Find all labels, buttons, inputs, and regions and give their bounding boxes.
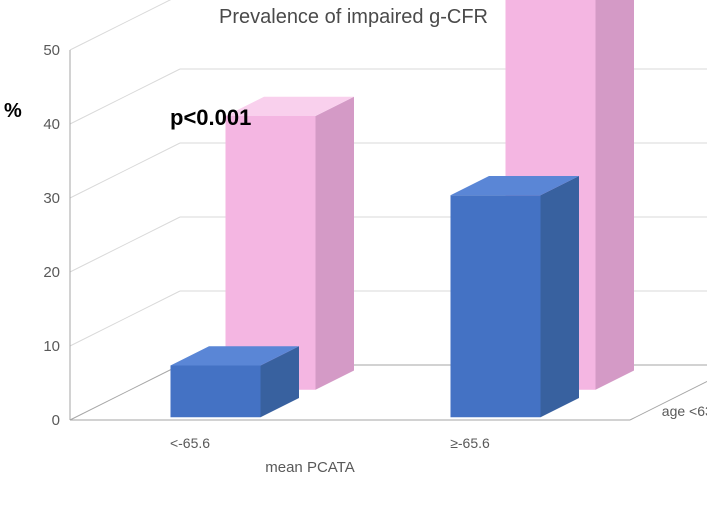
bar-side — [541, 176, 580, 417]
chart-title: Prevalence of impaired g-CFR — [219, 6, 488, 29]
bar-front — [451, 195, 541, 417]
bar-front — [171, 365, 261, 417]
chart-svg: 0 10 20 30 40 50 <-65.6 ≥-65.6 mean PCATA age <63… — [0, 0, 707, 508]
gridline — [70, 365, 180, 420]
y-tick-label: 50 — [43, 42, 60, 59]
x-category-label: ≥-65.6 — [450, 435, 490, 451]
gridline — [70, 0, 180, 50]
x-category-label: <-65.6 — [170, 435, 210, 451]
gridline — [70, 291, 180, 346]
chart-container: Prevalence of impaired g-CFR % p<0.001 0… — [0, 0, 707, 508]
y-tick-label: 20 — [43, 264, 60, 281]
p-value-annotation: p<0.001 — [170, 105, 251, 131]
bar-side — [596, 0, 635, 390]
y-tick-label: 10 — [43, 338, 60, 355]
z-category-label: age <63 — [662, 403, 707, 419]
x-axis-title: mean PCATA — [265, 459, 354, 476]
y-tick-label: 0 — [52, 412, 60, 429]
bars — [171, 0, 635, 417]
gridline — [70, 143, 180, 198]
y-axis-label: % — [4, 100, 22, 123]
y-tick-label: 40 — [43, 116, 60, 133]
gridline — [70, 217, 180, 272]
gridline — [70, 69, 180, 124]
y-tick-label: 30 — [43, 190, 60, 207]
bar-side — [316, 97, 355, 390]
